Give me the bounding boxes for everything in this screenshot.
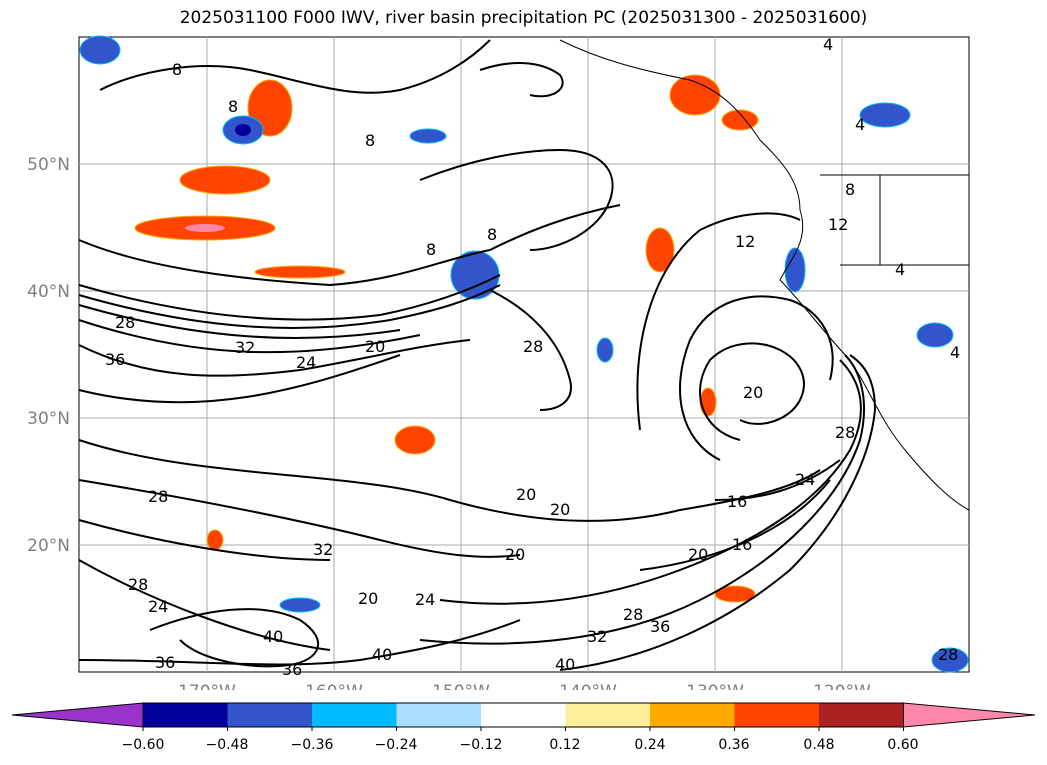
lat-label: 50°N [27, 155, 70, 175]
iwv-contours [78, 39, 877, 671]
colorbar-segment [565, 703, 650, 727]
lat-label: 40°N [27, 282, 70, 302]
contour-label: 8 [365, 131, 375, 150]
contour-label: 28 [148, 487, 168, 506]
contour-label: 16 [732, 535, 752, 554]
lon-label: 150°W [432, 682, 490, 690]
colorbar-tick-label: 0.60 [887, 737, 918, 753]
gridlines [79, 37, 969, 672]
contour-label: 40 [372, 645, 392, 664]
colorbar-extend-low [11, 702, 144, 728]
colorbar-segment [650, 703, 735, 727]
map-frame [78, 36, 970, 673]
axis-labels: 170°W 160°W 150°W 140°W 130°W 120°W 50°N… [27, 155, 871, 690]
contour-label: 24 [415, 590, 435, 609]
contour-label: 32 [313, 540, 333, 559]
colorbar-segment [734, 703, 819, 727]
contour-label: 28 [128, 575, 148, 594]
contour-label: 4 [950, 343, 960, 362]
lon-label: 120°W [813, 682, 871, 690]
contour-label: 40 [555, 655, 575, 674]
contour-label: 8 [172, 60, 182, 79]
contour-label: 12 [828, 215, 848, 234]
contour-label: 28 [835, 423, 855, 442]
contour-label: 32 [587, 627, 607, 646]
contour-label: 24 [296, 353, 316, 372]
contour-label: 36 [105, 350, 125, 369]
contour-label: 36 [282, 660, 302, 679]
lon-label: 140°W [559, 682, 617, 690]
contour-label: 20 [505, 545, 525, 564]
lon-label: 160°W [305, 682, 363, 690]
contour-label: 4 [895, 260, 905, 279]
lat-label: 20°N [27, 536, 70, 556]
lon-label: 170°W [178, 682, 236, 690]
colorbar-segment [819, 703, 904, 727]
colorbar-segment [312, 703, 397, 727]
contour-label: 20 [688, 545, 708, 564]
contour-label: 20 [365, 337, 385, 356]
contour-labels: 8 8 8 8 8 8 4 4 4 4 12 12 28 28 28 28 28… [105, 35, 960, 679]
contour-label: 28 [623, 605, 643, 624]
map-panel: 8 8 8 8 8 8 4 4 4 4 12 12 28 28 28 28 28… [27, 35, 970, 690]
lon-label: 130°W [686, 682, 744, 690]
precip-shading [79, 35, 969, 673]
colorbar-tick-label: 0.24 [634, 737, 665, 753]
contour-label: 20 [358, 589, 378, 608]
colorbar-ticks: −0.60 −0.48 −0.36 −0.24 −0.12 0.12 0.24 … [122, 737, 919, 753]
contour-label: 16 [727, 492, 747, 511]
colorbar-segment [227, 703, 312, 727]
lat-label: 30°N [27, 409, 70, 429]
colorbar-tick-label: −0.48 [206, 737, 249, 753]
map-title: 2025031100 F000 IWV, river basin precipi… [179, 8, 868, 28]
contour-label: 8 [845, 180, 855, 199]
contour-label: 36 [155, 653, 175, 672]
colorbar-tick-label: 0.36 [718, 737, 749, 753]
colorbar-segment [143, 703, 228, 727]
contour-label: 32 [235, 338, 255, 357]
colorbar-segment [481, 703, 566, 727]
contour-label: 40 [263, 627, 283, 646]
contour-label: 24 [795, 470, 815, 489]
contour-label: 36 [650, 617, 670, 636]
contour-label: 8 [487, 225, 497, 244]
contour-label: 20 [743, 383, 763, 402]
colorbar-frame [142, 702, 904, 728]
colorbar-tick-label: −0.36 [291, 737, 334, 753]
contour-label: 8 [228, 97, 238, 116]
colorbar-tick-label: −0.12 [460, 737, 503, 753]
contour-label: 20 [516, 485, 536, 504]
colorbar-extend-high [903, 702, 1036, 728]
colorbar-tick-label: −0.24 [375, 737, 418, 753]
colorbar-tick-label: −0.60 [122, 737, 165, 753]
contour-label: 24 [148, 597, 168, 616]
contour-label: 20 [550, 500, 570, 519]
colorbar-tick-label: 0.12 [549, 737, 580, 753]
colorbar-segments [11, 702, 1036, 731]
state-borders [820, 174, 969, 266]
colorbar-segment [396, 703, 481, 727]
contour-label: 28 [523, 337, 543, 356]
contour-label: 8 [426, 240, 436, 259]
contour-label: 12 [735, 232, 755, 251]
contour-label: 28 [115, 313, 135, 332]
contour-label: 4 [855, 115, 865, 134]
coastline [559, 39, 970, 511]
contour-label: 4 [823, 35, 833, 54]
contour-label: 28 [938, 645, 958, 664]
colorbar-tick-label: 0.48 [803, 737, 834, 753]
